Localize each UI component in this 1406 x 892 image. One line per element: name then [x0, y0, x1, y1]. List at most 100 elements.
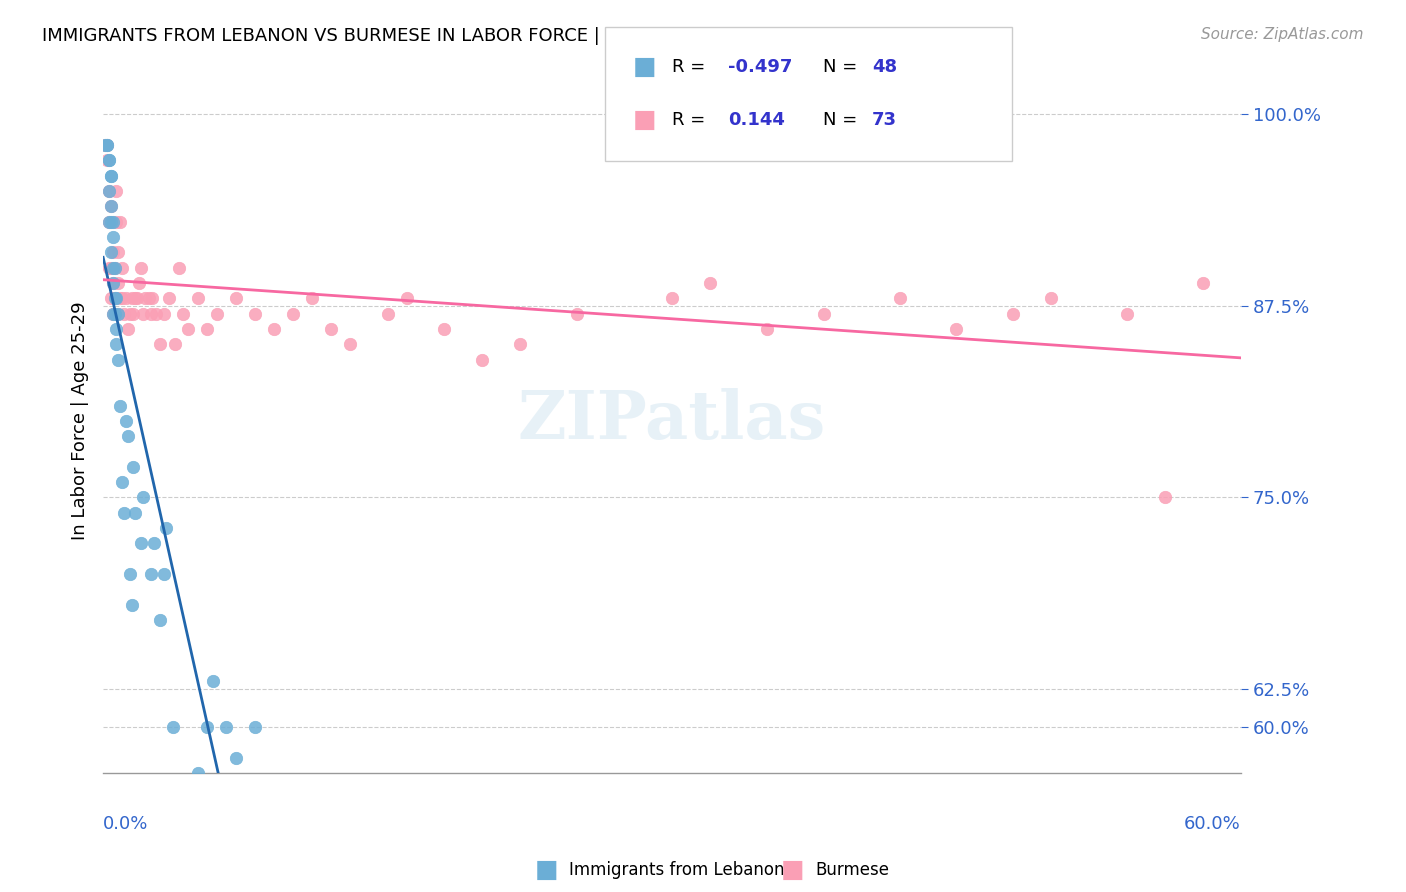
Point — [122, 307, 145, 321]
Point — [172, 307, 194, 321]
Point — [225, 751, 247, 765]
Point — [96, 138, 118, 153]
Point — [153, 307, 176, 321]
Point — [100, 260, 122, 275]
Point — [101, 215, 124, 229]
Point — [141, 291, 163, 305]
Point — [509, 337, 531, 351]
Point — [117, 429, 139, 443]
Point — [215, 720, 238, 734]
Text: R =: R = — [672, 112, 711, 129]
Text: 73: 73 — [872, 112, 897, 129]
Point — [101, 307, 124, 321]
Point — [105, 215, 128, 229]
Point — [100, 169, 122, 183]
Point — [100, 245, 122, 260]
Point — [153, 567, 176, 582]
Point — [132, 491, 155, 505]
Point — [97, 153, 120, 168]
Point — [187, 291, 209, 305]
Point — [115, 291, 138, 305]
Point — [301, 291, 323, 305]
Point — [103, 291, 125, 305]
Point — [202, 674, 225, 689]
Point — [112, 307, 135, 321]
Text: ■: ■ — [534, 858, 558, 881]
Point — [115, 414, 138, 428]
Point — [661, 291, 683, 305]
Point — [121, 291, 143, 305]
Point — [105, 184, 128, 198]
Point — [121, 598, 143, 612]
Point — [162, 720, 184, 734]
Point — [100, 199, 122, 213]
Point — [100, 199, 122, 213]
Point — [471, 352, 494, 367]
Text: Immigrants from Lebanon: Immigrants from Lebanon — [569, 861, 785, 879]
Text: 0.144: 0.144 — [728, 112, 785, 129]
Point — [105, 337, 128, 351]
Point — [129, 536, 152, 550]
Point — [187, 766, 209, 780]
Point — [103, 260, 125, 275]
Point — [339, 337, 361, 351]
Point — [281, 307, 304, 321]
Point — [167, 260, 190, 275]
Point — [97, 215, 120, 229]
Point — [132, 307, 155, 321]
Text: ZIPatlas: ZIPatlas — [517, 388, 827, 453]
Point — [101, 230, 124, 244]
Point — [945, 322, 967, 336]
Point — [108, 215, 131, 229]
Point — [889, 291, 911, 305]
Point — [129, 260, 152, 275]
Point — [111, 260, 134, 275]
Point — [107, 307, 129, 321]
Point — [111, 475, 134, 490]
Point — [96, 138, 118, 153]
Text: IMMIGRANTS FROM LEBANON VS BURMESE IN LABOR FORCE | AGE 25-29 CORRELATION CHART: IMMIGRANTS FROM LEBANON VS BURMESE IN LA… — [42, 27, 901, 45]
Text: 0.0%: 0.0% — [103, 815, 149, 833]
Point — [124, 291, 146, 305]
Text: R =: R = — [672, 58, 711, 76]
Point — [1116, 307, 1139, 321]
Point — [97, 215, 120, 229]
Point — [1040, 291, 1063, 305]
Point — [205, 307, 228, 321]
Point — [111, 291, 134, 305]
Point — [108, 291, 131, 305]
Point — [128, 276, 150, 290]
Point — [197, 322, 219, 336]
Point — [118, 307, 141, 321]
Point — [101, 307, 124, 321]
Point — [103, 291, 125, 305]
Point — [96, 153, 118, 168]
Point — [124, 506, 146, 520]
Point — [225, 291, 247, 305]
Point — [197, 720, 219, 734]
Point — [94, 138, 117, 153]
Point — [159, 291, 181, 305]
Point — [139, 567, 162, 582]
Point — [103, 260, 125, 275]
Text: ■: ■ — [780, 858, 804, 881]
Point — [112, 506, 135, 520]
Point — [107, 307, 129, 321]
Point — [138, 291, 160, 305]
Text: ■: ■ — [633, 55, 657, 78]
Point — [117, 322, 139, 336]
Point — [127, 291, 149, 305]
Point — [243, 307, 266, 321]
Point — [107, 276, 129, 290]
Point — [395, 291, 418, 305]
Point — [1002, 307, 1025, 321]
Text: -0.497: -0.497 — [728, 58, 793, 76]
Point — [96, 138, 118, 153]
Point — [319, 322, 342, 336]
Point — [567, 307, 589, 321]
Point — [813, 307, 835, 321]
Text: Source: ZipAtlas.com: Source: ZipAtlas.com — [1201, 27, 1364, 42]
Text: N =: N = — [823, 112, 862, 129]
Point — [97, 153, 120, 168]
Point — [100, 215, 122, 229]
